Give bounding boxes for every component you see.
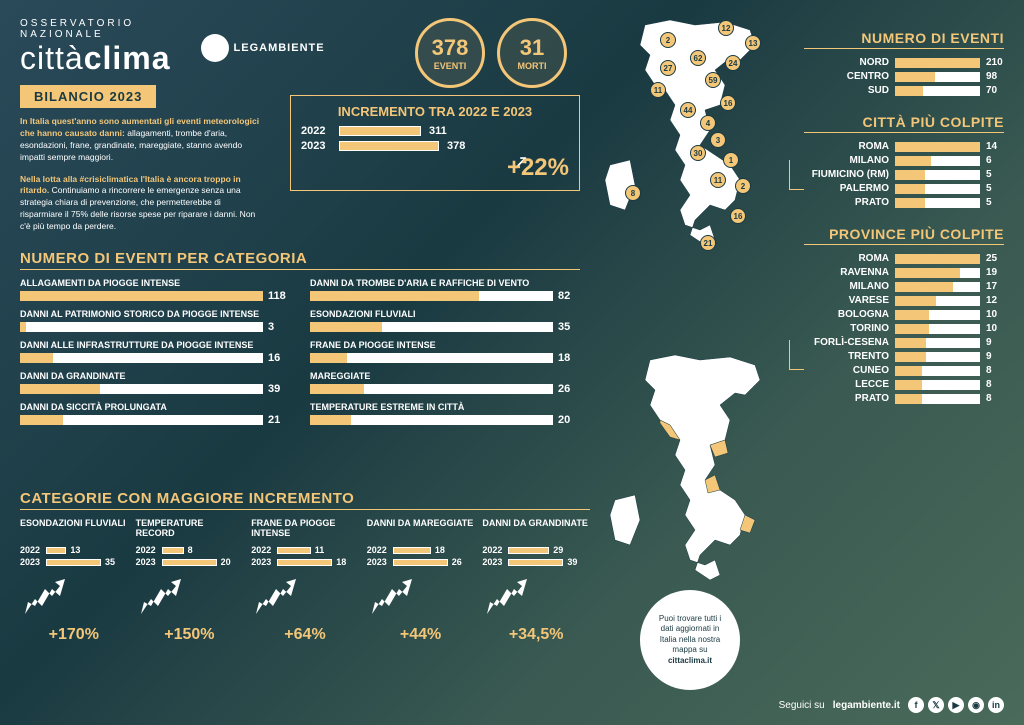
partner-logo: LEGAMBIENTE [201,34,325,62]
footer: Seguici su legambiente.it f 𝕏 ▶ ◉ in [779,697,1004,713]
map-marker: 16 [720,95,736,111]
stat-circle-eventi: 378 EVENTI [415,18,485,88]
incremento-row: 2022311 [301,125,569,137]
bar-item: MILANO6 [804,155,1004,166]
map-marker: 2 [660,32,676,48]
intro-text-2: Nella lotta alla #crisiclimatica l'Itali… [20,174,260,233]
bar-item: TRENTO9 [804,351,1004,362]
youtube-icon[interactable]: ▶ [948,697,964,713]
x-icon[interactable]: 𝕏 [928,697,944,713]
category-item: ALLAGAMENTI DA PIOGGE INTENSE118 [20,278,290,302]
categories-section: NUMERO DI EVENTI PER CATEGORIA ALLAGAMEN… [20,250,580,433]
map-marker: 13 [745,35,761,51]
eventi-title: NUMERO DI EVENTI [804,30,1004,49]
province-title: PROVINCE PIÙ COLPITE [804,226,1004,245]
bar-item: ROMA14 [804,141,1004,152]
map-marker: 4 [700,115,716,131]
bar-item: PRATO5 [804,197,1004,208]
bar-item: VARESE12 [804,295,1004,306]
category-item: FRANE DA PIOGGE INTENSE18 [310,340,580,364]
map-marker: 11 [710,172,726,188]
map-marker: 30 [690,145,706,161]
intro-text-1: In Italia quest'anno sono aumentati gli … [20,116,260,164]
italy-map-provinces [600,345,780,595]
connector-line [789,160,804,190]
category-item: DANNI DA TROMBE D'ARIA E RAFFICHE DI VEN… [310,278,580,302]
bar-item: NORD210 [804,57,1004,68]
brand-subtitle: OSSERVATORIO NAZIONALE [20,18,171,40]
header: OSSERVATORIO NAZIONALE cittàclima LEGAMB… [20,18,280,77]
bar-item: SUD70 [804,85,1004,96]
bar-item: ROMA25 [804,253,1004,264]
info-circle: Puoi trovare tutti i dati aggiornati in … [640,590,740,690]
growth-section: CATEGORIE CON MAGGIORE INCREMENTO ESONDA… [20,490,590,644]
map-marker: 8 [625,185,641,201]
map-marker: 44 [680,102,696,118]
category-item: MAREGGIATE26 [310,371,580,395]
category-item: TEMPERATURE ESTREME IN CITTÀ20 [310,402,580,426]
bar-item: FIUMICINO (RM)5 [804,169,1004,180]
citta-title: CITTÀ PIÙ COLPITE [804,114,1004,133]
swan-icon [201,34,229,62]
incremento-title: INCREMENTO TRA 2022 E 2023 [301,104,569,119]
bar-item: CUNEO8 [804,365,1004,376]
trend-arrow-icon [136,574,186,619]
map-marker: 12 [718,20,734,36]
category-item: DANNI DA GRANDINATE39 [20,371,290,395]
category-item: DANNI AL PATRIMONIO STORICO DA PIOGGE IN… [20,309,290,333]
map-marker: 2 [735,178,751,194]
trend-arrow-icon [367,574,417,619]
categories-title: NUMERO DI EVENTI PER CATEGORIA [20,250,580,270]
map-marker: 3 [710,132,726,148]
facebook-icon[interactable]: f [908,697,924,713]
year-badge: BILANCIO 2023 [20,85,156,108]
growth-item: ESONDAZIONI FLUVIALI 202213 202335 +170% [20,518,128,644]
bar-item: TORINO10 [804,323,1004,334]
growth-item: DANNI DA MAREGGIATE 202218 202326 +44% [367,518,475,644]
stat-circle-morti: 31 MORTI [497,18,567,88]
bar-item: CENTRO98 [804,71,1004,82]
instagram-icon[interactable]: ◉ [968,697,984,713]
growth-item: DANNI DA GRANDINATE 202229 202339 +34,5% [482,518,590,644]
stat-circles: 378 EVENTI 31 MORTI [415,18,567,88]
map-marker: 16 [730,208,746,224]
map-marker: 24 [725,55,741,71]
incremento-pct: +22% [507,154,569,182]
growth-title: CATEGORIE CON MAGGIORE INCREMENTO [20,490,590,510]
growth-item: TEMPERATURE RECORD 20228 202320 +150% [136,518,244,644]
linkedin-icon[interactable]: in [988,697,1004,713]
citta-section: CITTÀ PIÙ COLPITE ROMA14 MILANO6 FIUMICINO… [804,114,1004,208]
category-item: DANNI DA SICCITÀ PROLUNGATA21 [20,402,290,426]
category-item: ESONDAZIONI FLUVIALI35 [310,309,580,333]
map-marker: 1 [723,152,739,168]
social-icons: f 𝕏 ▶ ◉ in [908,697,1004,713]
trend-arrow-icon [482,574,532,619]
bar-item: RAVENNA19 [804,267,1004,278]
bar-item: BOLOGNA10 [804,309,1004,320]
bar-item: PALERMO5 [804,183,1004,194]
bar-item: FORLÌ-CESENA9 [804,337,1004,348]
map-marker: 59 [705,72,721,88]
trend-arrow-icon [20,574,70,619]
connector-line [789,340,804,370]
map-marker: 27 [660,60,676,76]
incremento-box: INCREMENTO TRA 2022 E 2023 2022311202337… [290,95,580,191]
brand-title: cittàclima [20,40,171,77]
bar-item: LECCE8 [804,379,1004,390]
map-marker: 21 [700,235,716,251]
eventi-section: NUMERO DI EVENTI NORD210 CENTRO98 SUD70 [804,30,1004,96]
growth-item: FRANE DA PIOGGE INTENSE 202211 202318 +6… [251,518,359,644]
map-marker: 62 [690,50,706,66]
trend-arrow-icon [251,574,301,619]
italy-map-events: 12132622427115944164330111281621 [595,10,770,250]
bar-item: MILANO17 [804,281,1004,292]
province-section: PROVINCE PIÙ COLPITE ROMA25 RAVENNA19 MILA… [804,226,1004,404]
map-marker: 11 [650,82,666,98]
bar-item: PRATO8 [804,393,1004,404]
category-item: DANNI ALLE INFRASTRUTTURE DA PIOGGE INTE… [20,340,290,364]
